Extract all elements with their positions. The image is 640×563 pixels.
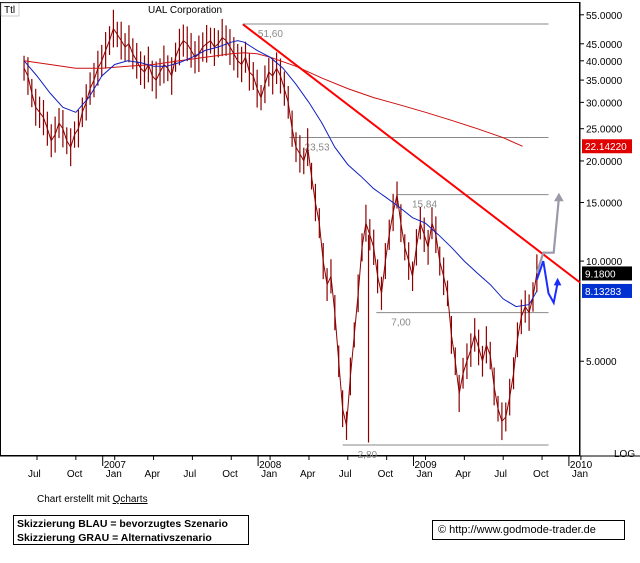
x-tick-label: Jan: [106, 469, 122, 480]
level-label: 7,00: [391, 318, 411, 329]
x-year-label: 2010: [570, 460, 593, 471]
downtrend-line: [242, 23, 581, 284]
x-tick-label: Jul: [494, 469, 507, 480]
level-label: 51,60: [258, 29, 283, 40]
scenario-gray-arrowhead: [554, 192, 564, 202]
y-tick-label: 40.0000: [586, 57, 623, 68]
x-tick-label: Oct: [222, 469, 238, 480]
scenario-blue-path: [535, 260, 559, 306]
y-tick-label: 35.0000: [586, 76, 623, 87]
x-year-label: 2008: [259, 460, 282, 471]
price-series: [23, 9, 538, 443]
credit-text: Chart erstellt mit: [37, 494, 113, 505]
scale-label: LOG: [614, 449, 635, 460]
price-tags: 22.14220 9.1800 8.13283: [582, 139, 632, 298]
x-tick-label: Apr: [145, 469, 161, 480]
x-tick-label: Jul: [183, 469, 196, 480]
x-tick-label: Jul: [28, 469, 41, 480]
x-tick-label: Oct: [67, 469, 83, 480]
stock-chart: Ttl UAL Corporation LOG 51,60 23,53 15,84 7…: [0, 2, 640, 480]
y-tick-label: 25.0000: [586, 125, 623, 136]
y-tick-label: 55.0000: [586, 11, 623, 22]
x-tick-label: Jan: [261, 469, 277, 480]
price-line: [23, 27, 538, 426]
x-tick-label: Jan: [572, 469, 588, 480]
price-tag: [582, 266, 632, 281]
y-tick-label: 45.0000: [586, 40, 623, 51]
qcharts-link[interactable]: Qcharts: [112, 494, 148, 505]
y-tick-label: 5.0000: [586, 357, 617, 368]
price-tag-label: 22.14220: [585, 142, 627, 153]
y-tick-label: 15.0000: [586, 199, 623, 210]
y-tick-label: 20.0000: [586, 157, 623, 168]
price-tag-label: 9.1800: [585, 269, 616, 280]
header-tag: Ttl: [4, 5, 15, 16]
price-tag-label: 8.13283: [585, 287, 622, 298]
scenario-sketches: [535, 192, 564, 306]
header-tag-box: [0, 2, 20, 17]
x-tick-label: Jul: [339, 469, 352, 480]
chart-credit: Chart erstellt mit Qcharts: [37, 494, 148, 505]
scenario-blue-arrowhead: [553, 277, 562, 286]
y-tick-label: 10.0000: [586, 257, 623, 268]
price-tag: [582, 283, 632, 298]
legend-line-blue: Skizzierung BLAU = bevorzugtes Szenario: [17, 518, 228, 530]
legend-line-gray: Skizzierung GRAU = Alternativszenario: [17, 532, 212, 544]
x-year-label: 2007: [104, 460, 127, 471]
level-label: 23,53: [305, 142, 330, 153]
scenario-legend: Skizzierung BLAU = bevorzugtes Szenario …: [13, 515, 249, 545]
price-tag: [582, 139, 632, 154]
y-axis: 55.0000 45.0000 40.0000 35.0000 30.0000 25.00…: [580, 11, 623, 368]
x-year-label: 2009: [415, 460, 438, 471]
x-tick-label: Apr: [300, 469, 316, 480]
chart-title: UAL Corporation: [148, 5, 222, 16]
level-label: 2,80: [358, 450, 378, 461]
level-label: 15,84: [412, 200, 437, 211]
trendline-layer: [242, 23, 581, 284]
x-tick-label: Jan: [417, 469, 433, 480]
sma-red-line: [24, 52, 523, 147]
source-link[interactable]: © http://www.godmode-trader.de: [432, 520, 625, 540]
scenario-gray-path: [535, 197, 560, 274]
sma-blue-line: [23, 40, 538, 308]
x-tick-label: Oct: [378, 469, 394, 480]
support-resistance-levels: 51,60 23,53 15,84 7,00 2,80: [242, 23, 549, 461]
moving-averages: [23, 40, 538, 308]
x-tick-label: Oct: [533, 469, 549, 480]
y-tick-label: 30.0000: [586, 98, 623, 109]
x-tick-label: Apr: [455, 469, 471, 480]
